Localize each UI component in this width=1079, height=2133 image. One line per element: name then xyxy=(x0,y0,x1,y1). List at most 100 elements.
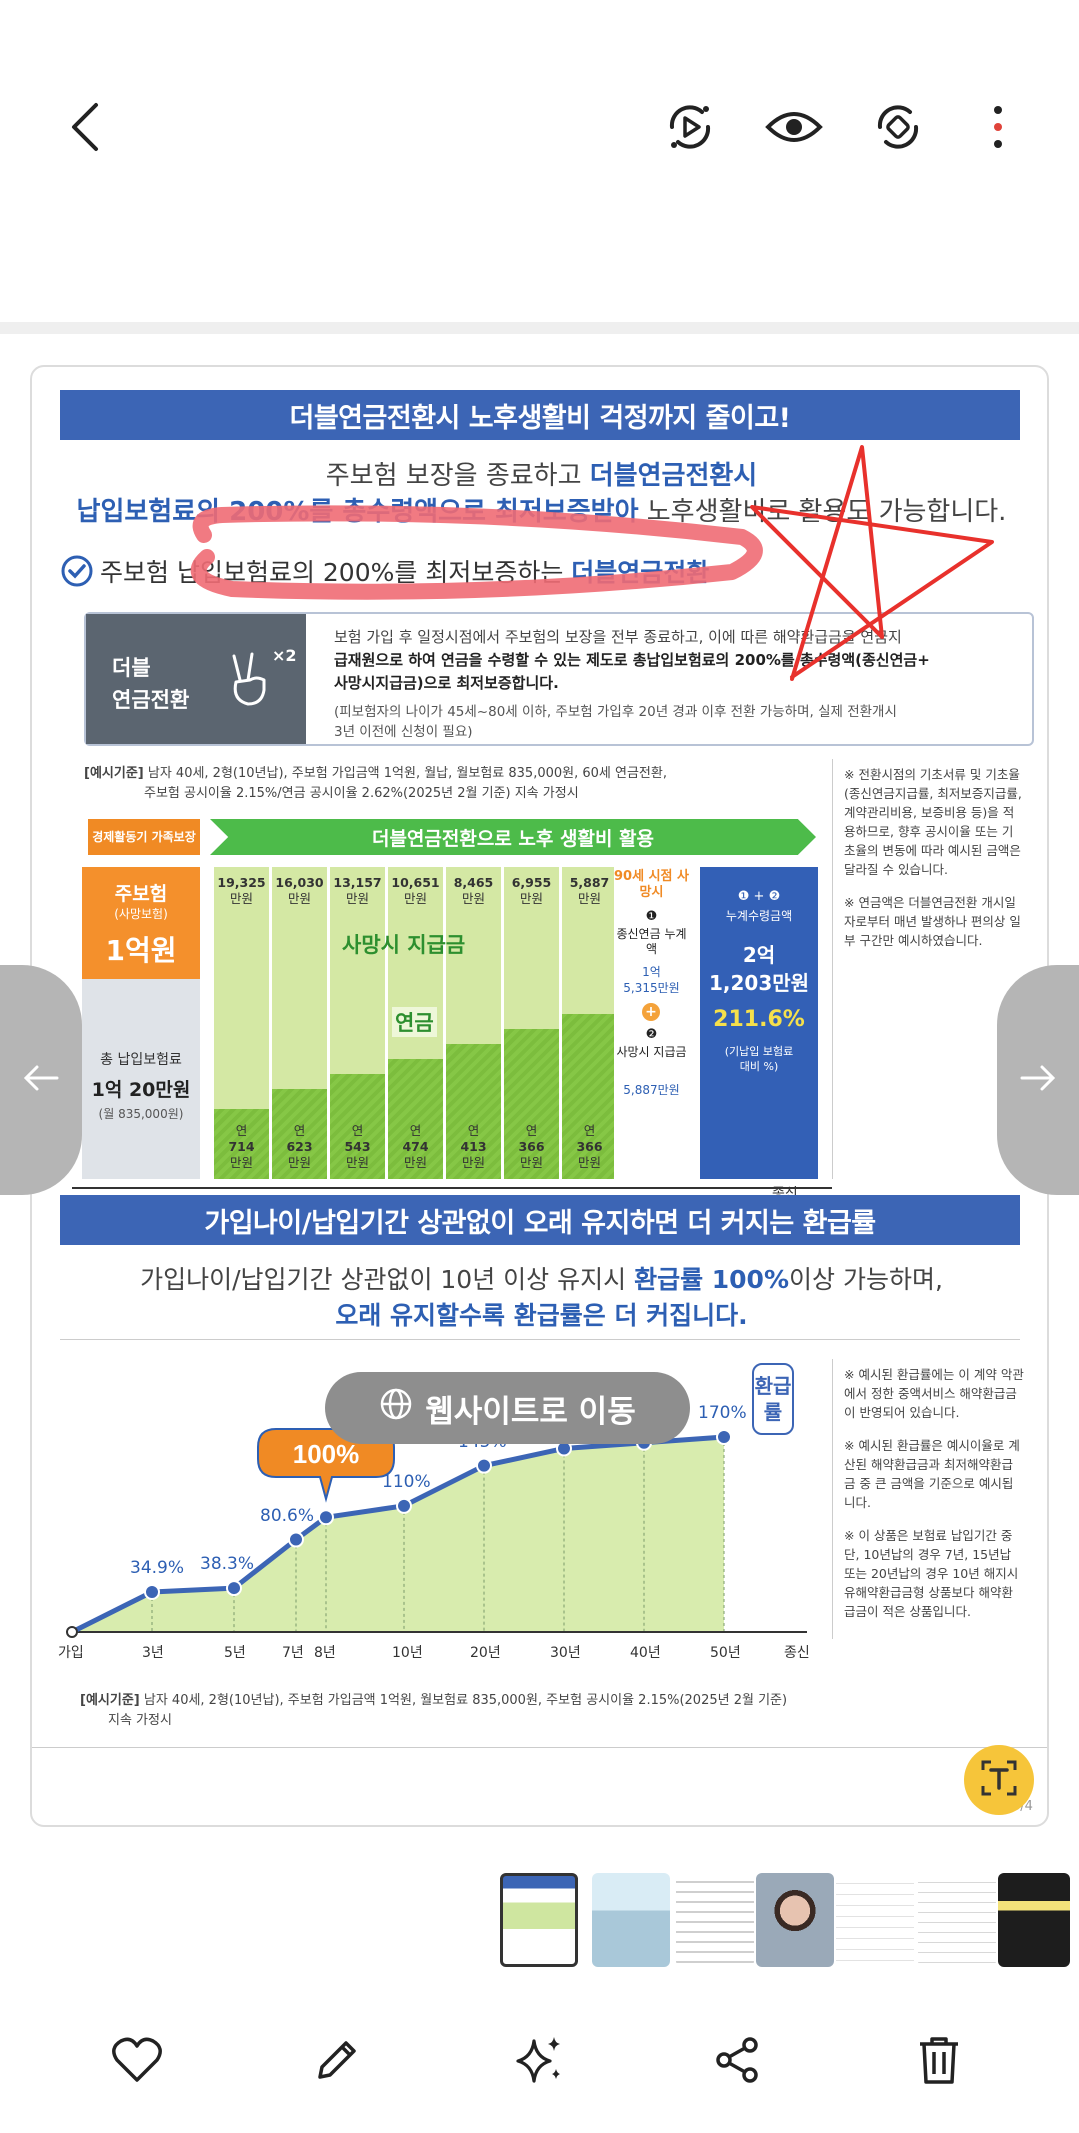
globe-icon xyxy=(379,1387,413,1429)
thumbnail-2[interactable] xyxy=(592,1873,670,1967)
next-page-button[interactable] xyxy=(997,965,1079,1195)
divider xyxy=(832,1359,833,1639)
highlight-callout xyxy=(257,1428,395,1503)
refund-rate-label: 환급률 xyxy=(752,1363,794,1435)
main-insurance-title: 주보험 xyxy=(114,883,168,905)
line-axis-label: 20년 xyxy=(470,1645,501,1661)
double-pension-label: 더블 연금전환 ×2 xyxy=(86,614,306,744)
thumbnail-7[interactable] xyxy=(998,1873,1070,1967)
check-circle-icon xyxy=(60,554,94,594)
text-extract-button[interactable] xyxy=(964,1745,1034,1815)
box-title-2: 연금전환 xyxy=(112,688,190,712)
box-text-3: 사망시지급금)으로 최저보증합니다. xyxy=(334,674,559,692)
refund-rate-line-chart: 100% xyxy=(66,1428,807,1638)
viewer-top-bar xyxy=(0,0,1079,320)
box-note-1: (피보험자의 나이가 45세~80세 이하, 주보험 가입후 20년 경과 이후… xyxy=(334,704,897,720)
pension-value: 연 366 만원 xyxy=(518,1123,545,1170)
age90-column: 90세 시점 사망시 ❶ 종신연금 누계액 1억 5,315만원 + ❷ 사망시… xyxy=(614,867,689,1179)
sum-title-1: ❶ + ❷ xyxy=(737,889,781,904)
refund-point xyxy=(288,1531,304,1548)
thumbnail-1[interactable] xyxy=(500,1873,578,1967)
bar-65세: 16,030 만원 연 623 만원 xyxy=(272,867,327,1179)
line-axis-label: 7년 xyxy=(282,1645,304,1661)
refund-point xyxy=(716,1429,732,1445)
refund-point xyxy=(396,1497,412,1514)
section2-example-1: [예시기준] 남자 40세, 2형(10년납), 주보험 가입금액 1억원, 월… xyxy=(80,1693,788,1708)
refund-line xyxy=(70,1434,725,1635)
bar-axis-line xyxy=(72,1187,832,1189)
section2-banner: 가입나이/납입기간 상관없이 오래 유지하면 더 커지는 환급률 xyxy=(60,1195,1020,1245)
example-criteria-2: 주보험 공시이율 2.15%/연금 공시이율 2.62%(2025년 2월 기준… xyxy=(144,786,579,801)
refund-value-label: 80.6% xyxy=(260,1505,315,1526)
sum-value-2: 1,203만원 xyxy=(708,971,810,995)
sum-value-1: 2억 xyxy=(742,943,776,967)
sum-note-1: (기납입 보험료 xyxy=(724,1045,794,1058)
thumbnail-6[interactable] xyxy=(918,1873,996,1967)
section2-subtitle-line1: 가입나이/납입기간 상관없이 10년 이상 유지시 환급률 100%이상 가능하… xyxy=(140,1265,943,1294)
line-axis-label: 가입 xyxy=(58,1645,84,1661)
death-benefit-value: 13,157 만원 xyxy=(333,875,382,906)
go-to-website-label: 웹사이트로 이동 xyxy=(425,1393,636,1430)
rotate-icon[interactable] xyxy=(866,95,930,159)
line-axis-label: 50년 xyxy=(710,1645,741,1661)
pension-bar: 연 714 만원 xyxy=(214,1109,269,1179)
main-insurance-amount: 1억원 xyxy=(105,934,177,967)
box-title-1: 더블 xyxy=(112,656,151,680)
arrow-right-icon xyxy=(1018,1063,1058,1097)
age90-item2-num: ❷ xyxy=(645,1027,658,1042)
age90-item1-num: ❶ xyxy=(645,909,658,924)
heart-icon[interactable] xyxy=(102,2025,172,2095)
bar-80세: 8,465 만원 연 413 만원 xyxy=(446,867,501,1179)
section1-subtitle-line1: 주보험 보장을 종료하고 더블연금전환시 xyxy=(325,461,758,491)
pension-bar: 연 543 만원 xyxy=(330,1074,385,1179)
age90-title: 90세 시점 사망시 xyxy=(614,869,689,900)
total-premium-value: 1억 20만원 xyxy=(91,1079,191,1101)
age90-item1-value1: 1억 xyxy=(642,965,661,979)
pension-bar: 연 413 만원 xyxy=(446,1044,501,1179)
age90-item1-value2: 5,315만원 xyxy=(623,981,680,995)
refund-value-label: 110% xyxy=(382,1471,431,1492)
remaster-play-icon[interactable] xyxy=(658,95,722,159)
age90-item2-value: 5,887만원 xyxy=(623,1083,680,1097)
pension-bar: 연 474 만원 xyxy=(388,1059,443,1179)
line-axis-label: 30년 xyxy=(550,1645,581,1661)
main-insurance-sub: (사망보험) xyxy=(114,907,168,921)
example-criteria-1: [예시기준] 남자 40세, 2형(10년납), 주보험 가입금액 1억원, 월… xyxy=(84,766,667,781)
total-premium-label: 총 납입보험료 xyxy=(100,1052,182,1068)
times-two-badge: ×2 xyxy=(272,646,297,665)
line-axis-label: 40년 xyxy=(630,1645,661,1661)
divider xyxy=(60,1339,1020,1340)
victory-hand-icon xyxy=(226,650,274,712)
trash-icon[interactable] xyxy=(904,2025,974,2095)
previous-page-button[interactable] xyxy=(0,965,82,1195)
section2-example-2: 지속 가정시 xyxy=(108,1713,172,1728)
death-benefit-value: 5,887 만원 xyxy=(569,875,610,906)
pension-value: 연 474 만원 xyxy=(402,1123,429,1170)
refund-value-label: 34.9% xyxy=(130,1557,185,1578)
pension-bar: 연 623 만원 xyxy=(272,1089,327,1179)
thumbnail-4[interactable] xyxy=(756,1873,834,1967)
pension-value: 연 366 만원 xyxy=(576,1123,603,1170)
section1-notes: ※ 전환시점의 기초서류 및 기초율(종신연금지급률, 최저보증지급률, 계약관… xyxy=(844,765,1024,950)
thumbnail-3[interactable] xyxy=(676,1873,754,1967)
note-2: ※ 예시된 환급률은 예시이율로 계산된 해약환급금과 최저해약환급금 중 큰 … xyxy=(844,1438,1020,1510)
sparkle-icon[interactable] xyxy=(504,2025,574,2095)
thumbnail-5[interactable] xyxy=(836,1873,914,1967)
handwritten-annotation xyxy=(190,445,994,681)
more-options-icon[interactable] xyxy=(966,95,1030,159)
go-to-website-button[interactable]: 웹사이트로 이동 xyxy=(325,1372,690,1444)
eye-icon[interactable] xyxy=(762,95,826,159)
share-icon[interactable] xyxy=(702,2025,772,2095)
death-benefit-label: 사망시 지급금 xyxy=(342,933,466,957)
box-text-2: 급재원으로 하여 연금을 수령할 수 있는 제도로 총납입보험료의 200%를 … xyxy=(334,651,930,669)
pencil-icon[interactable] xyxy=(302,2025,372,2095)
document-page: 더블연금전환시 노후생활비 걱정까지 줄이고! 주보험 보장을 종료하고 더블연… xyxy=(30,365,1049,1827)
main-insurance-column: 주보험 (사망보험) 1억원 xyxy=(82,867,200,979)
refund-point xyxy=(318,1509,334,1526)
note-2: ※ 연금액은 더블연금전환 개시일자로부터 매년 발생하나 편의상 일부 구간만… xyxy=(844,895,1021,948)
back-arrow-icon[interactable] xyxy=(54,95,118,159)
refund-point xyxy=(144,1583,160,1600)
bar-60세: 19,325 만원 연 714 만원 xyxy=(214,867,269,1179)
highlight-callout-text: 100% xyxy=(293,1439,360,1469)
